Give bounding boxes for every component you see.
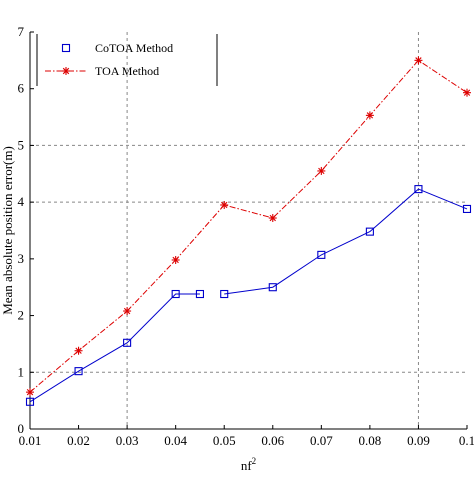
x-tick-label: 0.09 <box>407 433 430 448</box>
y-tick-label: 5 <box>18 137 25 152</box>
square-marker <box>61 43 71 53</box>
square-marker <box>462 204 472 213</box>
square-marker <box>25 397 35 406</box>
x-tick-label: 0.07 <box>310 433 333 448</box>
series-line <box>224 188 468 295</box>
x-tick-label: 0.1 <box>459 433 474 448</box>
star-stroke <box>123 307 131 315</box>
square-marker <box>414 185 423 194</box>
star-marker <box>365 111 374 120</box>
y-tick-label: 3 <box>18 251 25 266</box>
star-stroke <box>415 57 422 64</box>
square-marker <box>268 283 277 292</box>
y-tick-label: 1 <box>18 364 25 379</box>
star-stroke <box>318 167 325 175</box>
x-axis-label-main: nf <box>241 458 253 473</box>
x-tick-label: 0.06 <box>261 433 284 448</box>
series-2 <box>26 56 471 397</box>
x-tick-label: 0.05 <box>213 433 236 448</box>
y-tick-label: 0 <box>18 421 25 436</box>
square-marker <box>365 227 374 236</box>
y-tick-label: 6 <box>18 81 25 96</box>
x-axis-label: nf2 <box>241 456 256 473</box>
star-marker <box>463 88 471 97</box>
star-stroke <box>62 67 70 75</box>
x-tick-label: 0.03 <box>116 433 139 448</box>
square-marker <box>195 289 204 299</box>
star-stroke <box>26 388 34 396</box>
star-stroke <box>221 201 228 209</box>
x-axis-label-superscript: 2 <box>252 456 257 466</box>
star-stroke <box>172 256 179 264</box>
series-line <box>29 59 468 393</box>
star-marker <box>62 67 70 75</box>
star-stroke <box>269 214 276 222</box>
star-stroke <box>366 112 374 119</box>
star-marker <box>220 200 229 209</box>
x-tick-label: 0.08 <box>359 433 382 448</box>
legend: CoTOA Method TOA Method <box>36 34 218 86</box>
y-tick-label: 7 <box>18 24 25 39</box>
square-marker <box>123 338 132 347</box>
axes: 0 1 2 3 4 5 6 7 0.01 0.02 0.03 0.04 0.05 0.06 0.07 0.08… <box>18 24 474 448</box>
star-marker <box>171 255 180 264</box>
square-marker <box>317 250 326 259</box>
star-marker <box>317 166 326 175</box>
star-marker <box>414 56 423 65</box>
star-marker <box>26 388 34 397</box>
x-tick-label: 0.01 <box>19 433 42 448</box>
legend-label: CoTOA Method <box>95 41 173 55</box>
square-marker <box>171 289 180 299</box>
y-axis-label: Mean absolute position error(m) <box>0 146 15 315</box>
star-marker <box>74 346 83 355</box>
x-tick-label: 0.02 <box>67 433 90 448</box>
series-group <box>25 56 472 406</box>
star-stroke <box>463 89 471 96</box>
y-tick-label: 2 <box>18 308 25 323</box>
star-marker <box>268 214 277 223</box>
star-marker <box>123 307 132 316</box>
star-stroke <box>75 347 82 354</box>
x-tick-label: 0.04 <box>164 433 187 448</box>
series-line <box>29 293 200 403</box>
square-marker <box>220 289 229 299</box>
series-1 <box>25 185 472 406</box>
y-tick-label: 4 <box>18 194 25 209</box>
legend-label: TOA Method <box>95 64 159 78</box>
grid-lines <box>30 32 467 429</box>
square-marker <box>74 367 83 376</box>
